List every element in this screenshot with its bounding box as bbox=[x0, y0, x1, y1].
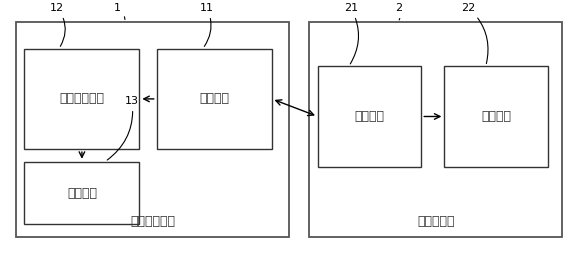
Bar bbox=[157, 49, 272, 149]
Bar bbox=[24, 49, 139, 149]
Text: 21: 21 bbox=[344, 3, 358, 64]
Text: 目标节点单元: 目标节点单元 bbox=[130, 216, 175, 228]
Text: 定位模块: 定位模块 bbox=[67, 187, 97, 200]
Text: 传输模块: 传输模块 bbox=[354, 110, 384, 123]
Bar bbox=[318, 66, 421, 167]
Text: 13: 13 bbox=[107, 96, 139, 160]
Text: 1: 1 bbox=[113, 3, 125, 19]
Text: 22: 22 bbox=[462, 3, 488, 63]
Bar bbox=[16, 22, 289, 237]
Bar bbox=[24, 162, 139, 225]
Text: 2: 2 bbox=[395, 3, 402, 20]
Text: 收发模块: 收发模块 bbox=[199, 92, 229, 105]
Text: 锁节点单元: 锁节点单元 bbox=[417, 216, 454, 228]
Bar bbox=[309, 22, 562, 237]
Text: 11: 11 bbox=[200, 3, 214, 46]
Text: 判断模块: 判断模块 bbox=[481, 110, 511, 123]
Text: 距离测量模块: 距离测量模块 bbox=[60, 92, 105, 105]
Bar bbox=[444, 66, 548, 167]
Text: 12: 12 bbox=[50, 3, 65, 46]
